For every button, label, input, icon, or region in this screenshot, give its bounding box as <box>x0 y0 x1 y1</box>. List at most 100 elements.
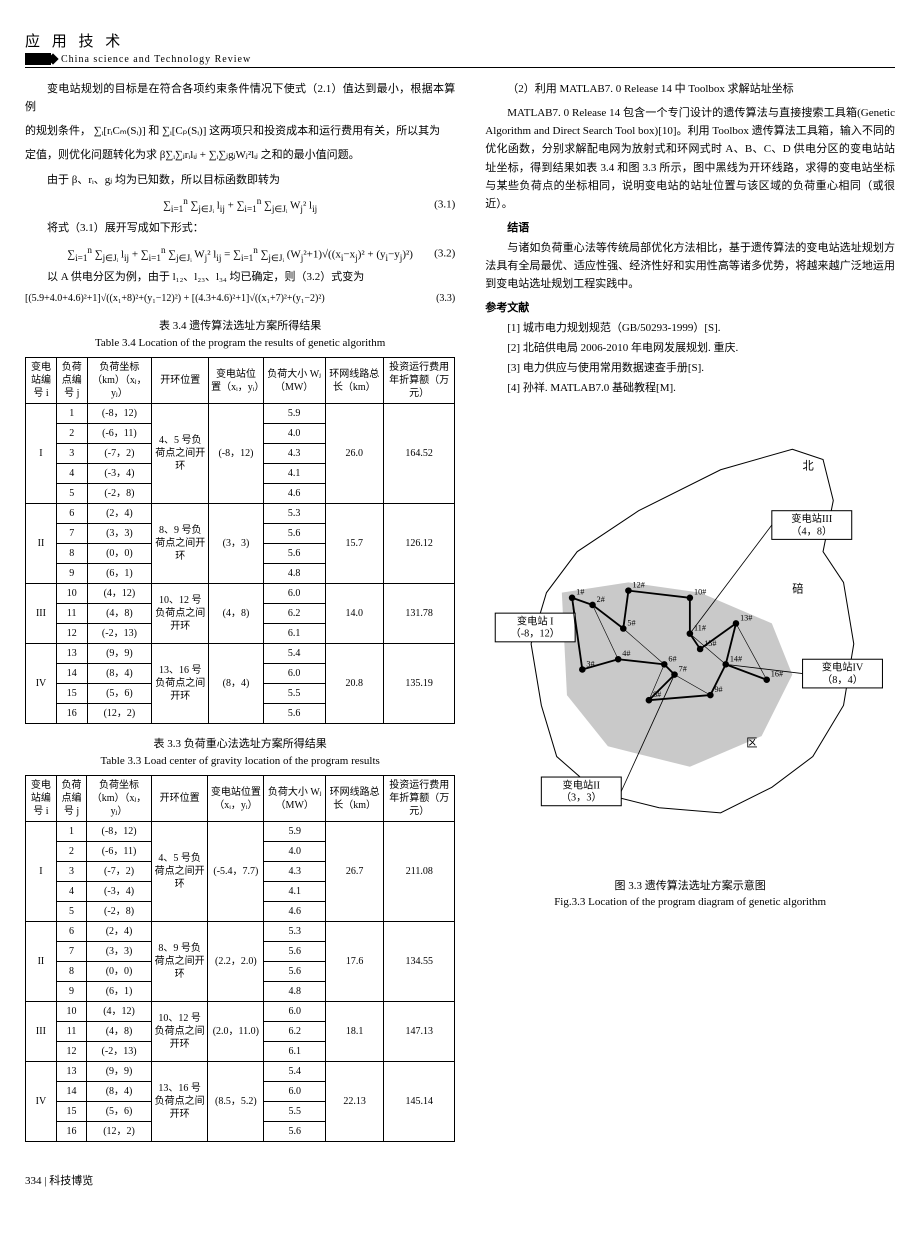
cell-annual-cost: 145.14 <box>384 1062 455 1142</box>
two-column-layout: 变电站规划的目标是在符合各项约束条件情况下使式（2.1）值达到最小，根据本算例 … <box>25 80 895 1152</box>
station-box-title: 变电站III <box>792 512 834 525</box>
cell-load-coord: (-6，11) <box>87 424 152 444</box>
load-node-label: 8# <box>653 690 661 699</box>
region-label: 碚 <box>793 581 804 595</box>
cell-station-pos: (-5.4，7.7) <box>208 822 264 922</box>
cell-openloop: 4、5 号负荷点之间开环 <box>151 822 208 922</box>
cell-station-pos: (2.2，2.0) <box>208 922 264 1002</box>
cell-load-coord: (-7，2) <box>87 444 152 464</box>
cell-load-w: 5.6 <box>263 544 325 564</box>
p2-prefix: 的规划条件， <box>25 125 91 137</box>
cell-openloop: 10、12 号负荷点之间开环 <box>151 1002 208 1062</box>
load-node <box>697 645 704 652</box>
cell-load-coord: (0，0) <box>87 962 152 982</box>
right-p3: 与诸如负荷重心法等传统局部优化方法相比，基于遗传算法的变电站选址规划方法具有全局… <box>485 239 895 293</box>
header-logo-icon <box>25 53 51 65</box>
cell-load-index: 4 <box>56 882 86 902</box>
cell-station-id: IV <box>26 1062 57 1142</box>
cell-openloop: 13、16 号负荷点之间开环 <box>151 1062 208 1142</box>
region-label: 区 <box>746 737 757 749</box>
cell-load-coord: (9，9) <box>87 1062 152 1082</box>
reference-item: [1] 城市电力规划规范（GB/50293-1999）[S]. <box>507 319 895 339</box>
cell-load-coord: (12，2) <box>87 1122 152 1142</box>
table-row: II6(2，4)8、9 号负荷点之间开环(2.2，2.0)5.317.6134.… <box>26 922 455 942</box>
cell-load-coord: (4，12) <box>87 584 152 604</box>
load-node-label: 4# <box>623 649 631 658</box>
cell-load-coord: (6，1) <box>87 564 152 584</box>
figure-caption-en: Fig.3.3 Location of the program diagram … <box>485 894 895 911</box>
map-diagram: 1#2#3#4#5#6#7#8#9#10#11#12#13#14#15#16#北… <box>485 439 895 869</box>
cell-load-index: 14 <box>56 664 87 684</box>
cell-load-coord: (12，2) <box>87 704 152 724</box>
cell-load-index: 4 <box>56 464 87 484</box>
references-title: 参考文献 <box>485 299 895 315</box>
cell-ring-length: 22.13 <box>326 1062 384 1142</box>
th-c5: 变电站位置（xᵢ，yᵢ） <box>209 358 264 404</box>
header-title: 应 用 技 术 <box>25 30 895 51</box>
cell-load-index: 13 <box>56 1062 86 1082</box>
cell-load-index: 2 <box>56 424 87 444</box>
cell-openloop: 8、9 号负荷点之间开环 <box>151 922 208 1002</box>
th-c6: 负荷大小 Wⱼ（MW） <box>264 776 326 822</box>
table-3-3-caption: 表 3.3 负荷重心法选址方案所得结果 Table 3.3 Load cente… <box>25 736 455 769</box>
cell-load-w: 6.0 <box>264 1082 326 1102</box>
th-c4: 开环位置 <box>151 776 208 822</box>
cell-ring-length: 26.0 <box>325 404 383 504</box>
cell-station-pos: (2.0，11.0) <box>208 1002 264 1062</box>
cell-load-index: 1 <box>56 822 86 842</box>
cell-load-w: 6.0 <box>263 584 325 604</box>
cell-openloop: 4、5 号负荷点之间开环 <box>152 404 209 504</box>
cell-load-w: 5.9 <box>263 404 325 424</box>
load-node-label: 9# <box>715 685 723 694</box>
cell-load-index: 6 <box>56 922 86 942</box>
cell-station-pos: (4，8) <box>209 584 264 644</box>
cell-load-index: 12 <box>56 624 87 644</box>
table-row: I1(-8，12)4、5 号负荷点之间开环(-8，12)5.926.0164.5… <box>26 404 455 424</box>
cell-load-index: 5 <box>56 484 87 504</box>
right-p1: （2）利用 MATLAB7. 0 Release 14 中 Toolbox 求解… <box>485 80 895 98</box>
cell-load-w: 4.8 <box>264 982 326 1002</box>
cell-load-w: 6.1 <box>263 624 325 644</box>
load-node-label: 11# <box>694 623 706 632</box>
load-node <box>661 661 668 668</box>
intro-para-2: 的规划条件， ∑ᵢ[rᵢCₘ(Sᵢ)] 和 ∑ᵢ[Cₚ(Sᵢ)] 这两项只和投资… <box>25 122 455 140</box>
cell-load-coord: (-2，13) <box>87 624 152 644</box>
table-3-4-caption: 表 3.4 遗传算法选址方案所得结果 Table 3.4 Location of… <box>25 318 455 351</box>
station-box-coord: （4，8） <box>792 525 833 537</box>
load-node <box>707 691 714 698</box>
cell-load-coord: (-3，4) <box>87 464 152 484</box>
th-c3: 负荷坐标（km）（xⱼ，yⱼ） <box>87 776 152 822</box>
cell-annual-cost: 126.12 <box>383 504 454 584</box>
station-box-title: 变电站II <box>563 778 601 791</box>
station-box-title: 变电站IV <box>822 660 864 673</box>
cell-load-w: 5.6 <box>264 942 326 962</box>
region-label: 北 <box>803 459 814 472</box>
th-c5: 变电站位置（xᵢ，yᵢ） <box>208 776 264 822</box>
load-node <box>687 594 694 601</box>
cell-load-w: 4.1 <box>263 464 325 484</box>
load-node <box>615 656 622 663</box>
cell-load-coord: (4，12) <box>87 1002 152 1022</box>
cell-station-id: I <box>26 404 57 504</box>
cell-load-index: 3 <box>56 862 86 882</box>
formula-3-3: [(5.9+4.0+4.6)²+1]√((x₁+8)²+(y₁−12)²) + … <box>25 292 455 306</box>
cell-load-coord: (8，4) <box>87 664 152 684</box>
cell-load-w: 6.2 <box>263 604 325 624</box>
load-node-label: 13# <box>740 613 752 622</box>
cell-load-coord: (-2，8) <box>87 902 152 922</box>
cell-load-w: 6.1 <box>264 1042 326 1062</box>
cell-load-coord: (4，8) <box>87 1022 152 1042</box>
intro-para-3: 定值，则优化问题转化为求 β∑ᵢ∑ⱼrᵢlᵢⱼ + ∑ᵢ∑ⱼgⱼWⱼ²lᵢⱼ 之… <box>25 146 455 164</box>
station-box-coord: （8，4） <box>822 673 863 685</box>
page-header: 应 用 技 术 China science and Technology Rev… <box>25 30 895 68</box>
cell-load-coord: (0，0) <box>87 544 152 564</box>
cell-load-index: 6 <box>56 504 87 524</box>
cell-load-coord: (2，4) <box>87 504 152 524</box>
cell-station-id: I <box>26 822 57 922</box>
table-3-3-caption-en: Table 3.3 Load center of gravity locatio… <box>25 753 455 770</box>
header-subtitle: China science and Technology Review <box>61 54 251 65</box>
cell-load-w: 5.6 <box>264 1122 326 1142</box>
th-c6: 负荷大小 Wⱼ（MW） <box>263 358 325 404</box>
cell-ring-length: 14.0 <box>325 584 383 644</box>
station-box-coord: （-8，12） <box>511 627 560 639</box>
